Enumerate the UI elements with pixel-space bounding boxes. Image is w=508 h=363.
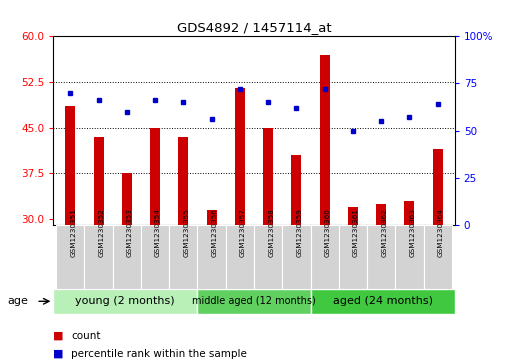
- Bar: [320, 54, 330, 225]
- Text: GSM1230351: GSM1230351: [70, 208, 76, 257]
- Bar: [395, 225, 424, 289]
- Bar: [310, 225, 339, 289]
- Bar: [263, 128, 273, 225]
- Bar: [113, 225, 141, 289]
- Text: GSM1230353: GSM1230353: [127, 208, 133, 257]
- Bar: [93, 137, 104, 225]
- Text: young (2 months): young (2 months): [75, 296, 175, 306]
- Bar: [207, 210, 216, 225]
- Text: aged (24 months): aged (24 months): [333, 296, 433, 306]
- Text: GSM1230360: GSM1230360: [325, 208, 331, 257]
- Bar: [122, 173, 132, 225]
- Text: GSM1230364: GSM1230364: [438, 208, 443, 257]
- Text: GSM1230362: GSM1230362: [381, 208, 387, 257]
- Bar: [66, 106, 75, 225]
- Text: percentile rank within the sample: percentile rank within the sample: [71, 349, 247, 359]
- Bar: [424, 225, 452, 289]
- Bar: [197, 289, 311, 314]
- Text: GSM1230354: GSM1230354: [155, 208, 161, 257]
- Bar: [339, 225, 367, 289]
- Bar: [198, 225, 226, 289]
- Text: GSM1230352: GSM1230352: [99, 208, 105, 257]
- Bar: [367, 225, 395, 289]
- Bar: [84, 225, 113, 289]
- Text: count: count: [71, 331, 101, 341]
- Bar: [141, 225, 169, 289]
- Bar: [292, 155, 301, 225]
- Title: GDS4892 / 1457114_at: GDS4892 / 1457114_at: [177, 21, 331, 34]
- Bar: [56, 225, 84, 289]
- Bar: [348, 207, 358, 225]
- Text: GSM1230358: GSM1230358: [268, 208, 274, 257]
- Text: GSM1230363: GSM1230363: [409, 208, 416, 257]
- Bar: [376, 204, 386, 225]
- Bar: [235, 88, 245, 225]
- Text: GSM1230356: GSM1230356: [212, 208, 217, 257]
- Bar: [282, 225, 310, 289]
- Text: middle aged (12 months): middle aged (12 months): [192, 296, 316, 306]
- Bar: [178, 137, 188, 225]
- Bar: [226, 225, 254, 289]
- Bar: [433, 149, 442, 225]
- Bar: [311, 289, 455, 314]
- Bar: [169, 225, 198, 289]
- Text: GSM1230355: GSM1230355: [183, 208, 189, 257]
- Text: GSM1230361: GSM1230361: [353, 208, 359, 257]
- Text: age: age: [8, 296, 28, 306]
- Bar: [150, 128, 160, 225]
- Bar: [254, 225, 282, 289]
- Bar: [53, 289, 197, 314]
- Text: GSM1230357: GSM1230357: [240, 208, 246, 257]
- Bar: [404, 201, 415, 225]
- Text: GSM1230359: GSM1230359: [296, 208, 302, 257]
- Text: ■: ■: [53, 331, 64, 341]
- Text: ■: ■: [53, 349, 64, 359]
